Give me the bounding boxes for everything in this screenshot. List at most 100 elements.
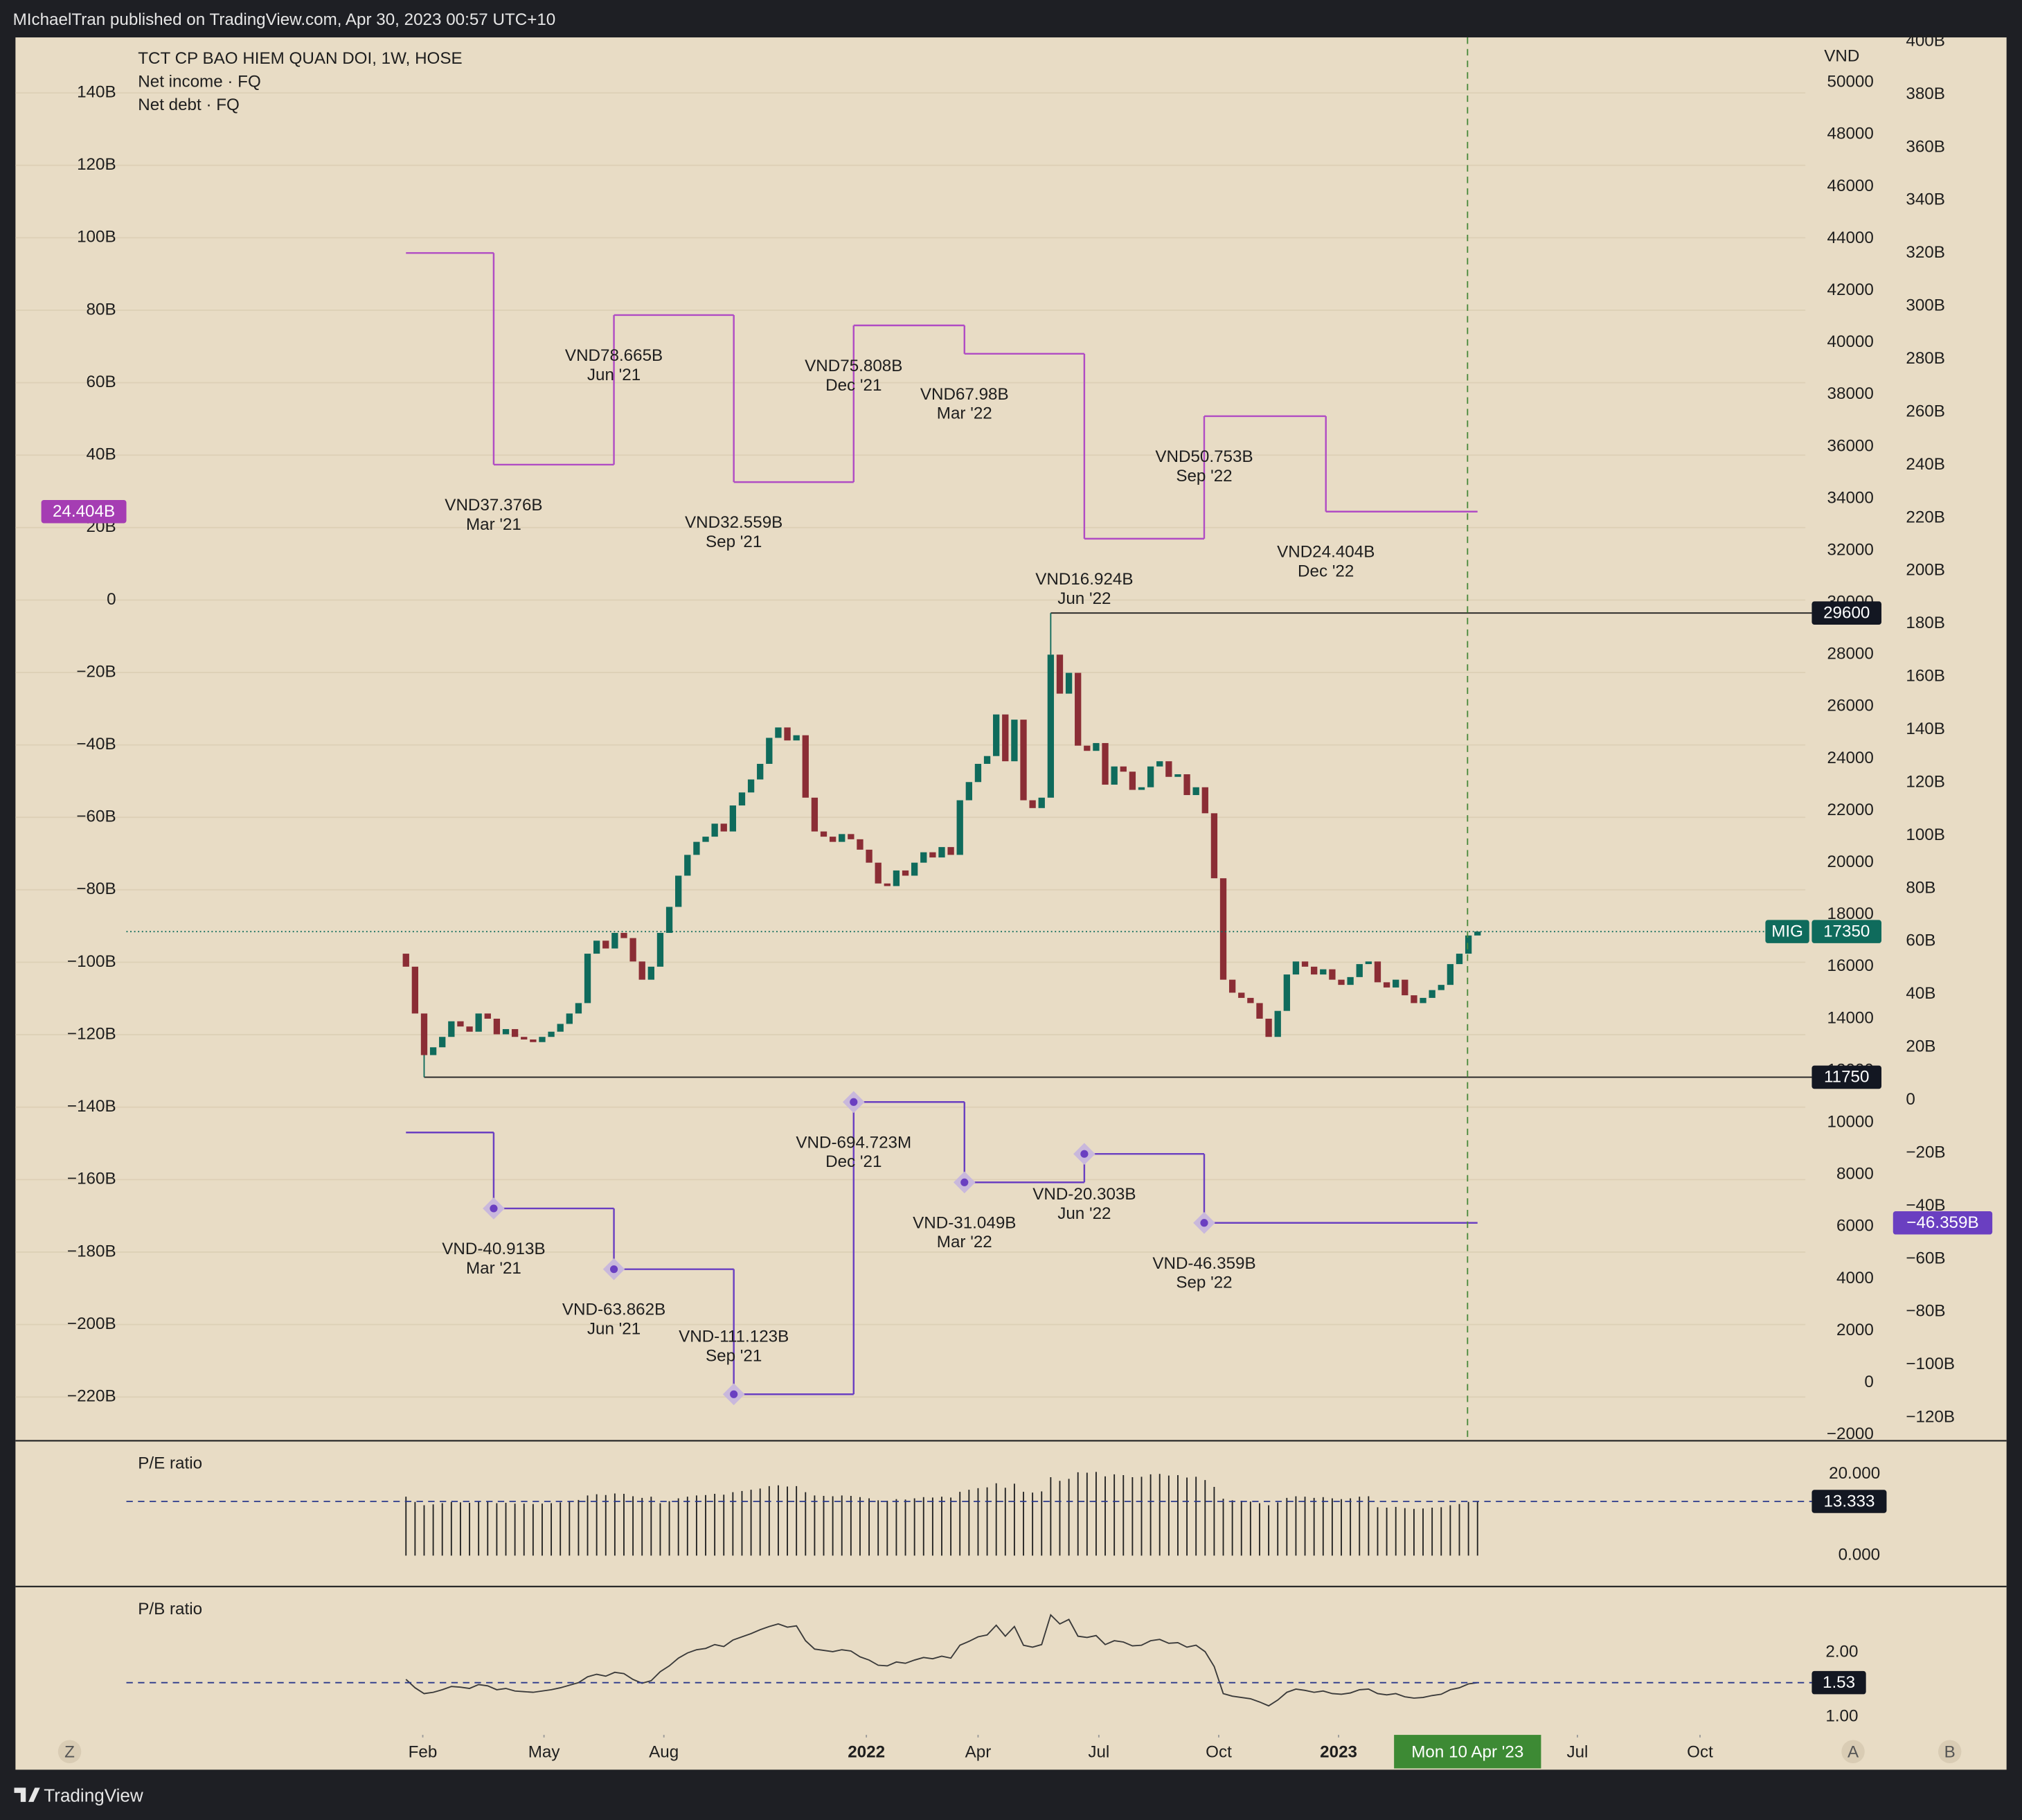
candle-body — [1374, 961, 1381, 983]
y-tick-label: 80B — [1906, 878, 1935, 897]
node-dot — [730, 1390, 738, 1398]
pane-title: P/E ratio — [138, 1454, 202, 1472]
candle-body — [1138, 787, 1145, 790]
legend-entry: Net debt · FQ — [138, 96, 240, 114]
control-label[interactable]: Z — [64, 1743, 75, 1762]
y-tick-label: 40B — [1906, 984, 1935, 1003]
candle-body — [1456, 954, 1463, 965]
candle-body — [857, 839, 864, 850]
candle-body — [575, 1003, 582, 1014]
candle-body — [684, 855, 691, 876]
candle-body — [820, 831, 827, 837]
candle-body — [875, 862, 882, 884]
candle-body — [675, 875, 682, 907]
x-tick-label: Apr — [965, 1743, 992, 1762]
candle-body — [1393, 979, 1399, 988]
y-tick-label: 0 — [107, 590, 116, 609]
candle-body — [1356, 964, 1363, 977]
x-tick-label: Aug — [649, 1743, 679, 1762]
y-tick-label: 1.00 — [1825, 1706, 1858, 1725]
y-tick-label: 38000 — [1827, 384, 1874, 403]
control-button[interactable] — [1938, 1740, 1962, 1764]
candle-body — [502, 1028, 510, 1035]
pb-line — [405, 1614, 1478, 1707]
candle-body — [448, 1021, 455, 1037]
candle-body — [1465, 935, 1472, 954]
candle-body — [1165, 761, 1172, 777]
y-tick-label: 100B — [77, 228, 116, 247]
data-label: VND-694.723M — [796, 1133, 911, 1152]
candle-body — [938, 847, 945, 858]
candle-body — [466, 1026, 473, 1032]
brand-name[interactable]: TradingView — [44, 1785, 143, 1805]
candle-body — [665, 907, 673, 934]
candle-body — [475, 1013, 482, 1032]
candle-body — [1311, 966, 1318, 975]
candle-body — [1247, 997, 1254, 1003]
data-label: VND16.924B — [1035, 570, 1133, 589]
symbol-tag-bg — [1765, 920, 1809, 943]
candle-body — [1084, 745, 1091, 751]
data-label: VND-40.913B — [442, 1240, 545, 1258]
candle-body — [1338, 979, 1345, 985]
y-tick-label: 2.00 — [1825, 1642, 1858, 1661]
candle-body — [974, 763, 982, 783]
candle-body — [1075, 672, 1082, 746]
legend-entry: Net income · FQ — [138, 73, 261, 91]
y-tick-label: 80B — [87, 300, 116, 319]
y-tick-label: 8000 — [1836, 1165, 1874, 1184]
y-tick-label: 26000 — [1827, 697, 1874, 715]
candle-body — [530, 1039, 537, 1042]
candle-body — [1065, 672, 1073, 694]
candle-body — [511, 1028, 519, 1037]
candle-body — [1429, 990, 1435, 998]
control-label[interactable]: B — [1944, 1743, 1956, 1762]
pb-tag: 1.53 — [1823, 1673, 1855, 1692]
data-label: VND37.376B — [445, 496, 542, 515]
candle-body — [402, 954, 409, 967]
y-tick-label: −220B — [67, 1387, 116, 1406]
y-tick-label: −160B — [67, 1170, 116, 1188]
candle-body — [593, 940, 600, 954]
y-tick-label: 360B — [1906, 137, 1945, 156]
y-tick-label: 140B — [1906, 720, 1945, 738]
candle-body — [729, 805, 737, 832]
candle-body — [521, 1037, 528, 1040]
y-tick-label: 42000 — [1827, 280, 1874, 299]
y-tick-label: 4000 — [1836, 1269, 1874, 1287]
data-label: VND75.808B — [805, 357, 902, 375]
candle-body — [1047, 654, 1055, 798]
low-tag-bg — [1811, 1065, 1882, 1089]
candle-body — [420, 1013, 428, 1055]
brand-logo[interactable]: TradingView — [14, 1785, 143, 1805]
y-tick-label: −120B — [1906, 1408, 1955, 1427]
y-tick-label: 20000 — [1827, 853, 1874, 871]
y-tick-label: −200B — [67, 1314, 116, 1333]
candle-body — [1020, 720, 1027, 801]
y-tick-label: 400B — [1906, 31, 1945, 50]
control-button[interactable] — [1841, 1740, 1865, 1764]
y-tick-label: 16000 — [1827, 956, 1874, 975]
candle-body — [738, 792, 746, 806]
control-button[interactable] — [57, 1740, 82, 1764]
candle-body — [656, 933, 664, 967]
candle-body — [929, 852, 936, 858]
candle-body — [1274, 1010, 1281, 1037]
y-tick-label: 180B — [1906, 614, 1945, 632]
series-tag-bg — [41, 499, 127, 524]
candle-body — [1174, 774, 1181, 777]
candle-body — [1238, 992, 1245, 998]
period-label: Mar '22 — [937, 404, 992, 423]
y-tick-label: −140B — [67, 1097, 116, 1116]
y-tick-label: 60B — [1906, 931, 1935, 950]
candle-body — [539, 1037, 546, 1042]
control-label[interactable]: A — [1847, 1743, 1859, 1762]
data-label: VND-20.303B — [1032, 1185, 1136, 1204]
candle-body — [557, 1024, 564, 1032]
candle-body — [829, 837, 836, 842]
candle-body — [611, 933, 618, 949]
symbol-tag: MIG — [1771, 922, 1803, 940]
candle-body — [1093, 742, 1100, 751]
candle-body — [983, 756, 991, 764]
y-tick-label: 2000 — [1836, 1321, 1874, 1339]
